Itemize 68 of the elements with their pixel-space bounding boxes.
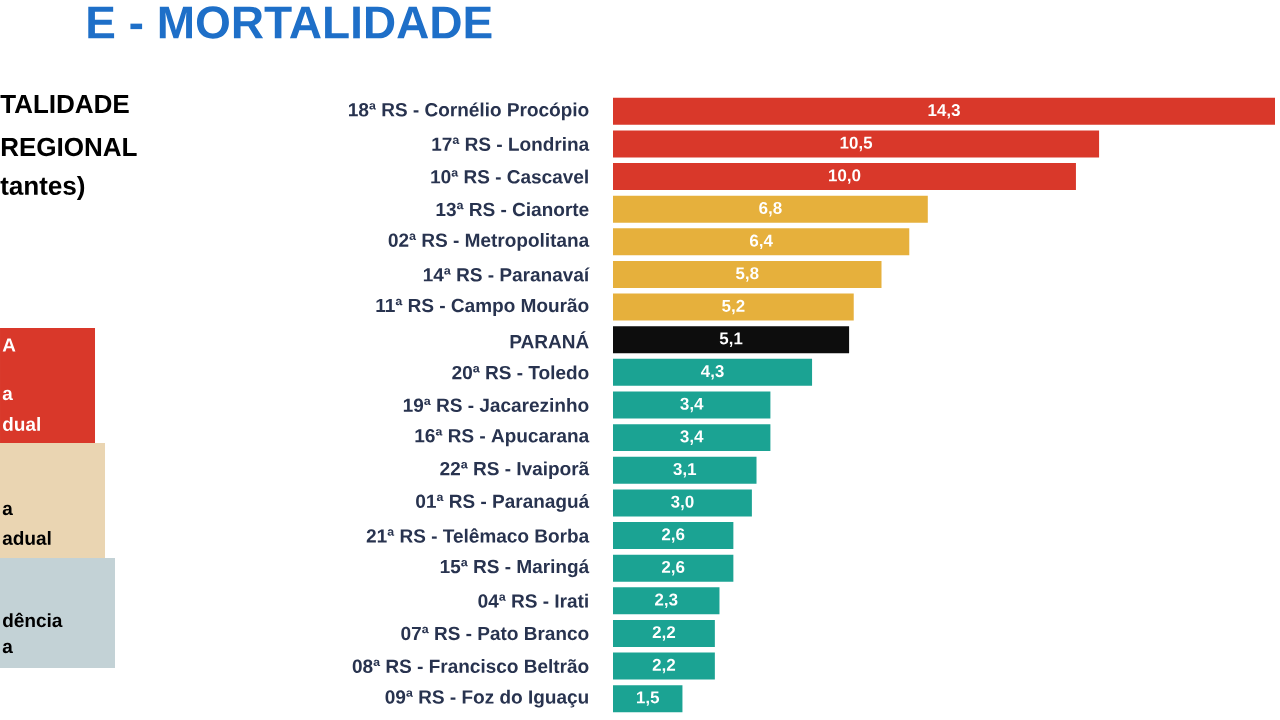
y-tick-label: 18ª RS - Cornélio Procópio (349, 102, 589, 121)
y-tick-label: 01ª RS - Paranaguá (416, 493, 590, 512)
bar (613, 228, 910, 256)
chart-title: E - MORTALIDADE (88, 6, 492, 39)
bar (613, 489, 752, 517)
y-tick-label: 15ª RS - Maringá (440, 559, 590, 578)
y-tick-label: 04ª RS - Irati (478, 593, 588, 608)
bar (613, 554, 734, 582)
text: dual (3, 417, 40, 431)
bar (613, 358, 813, 386)
y-tick-label: 17ª RS - Londrina (432, 136, 590, 151)
y-tick-label: 02ª RS - Metropolitana (388, 232, 590, 251)
data-label: 6,8 (759, 201, 782, 217)
data-label: 10,0 (828, 169, 861, 184)
data-label: 3,4 (680, 430, 704, 445)
data-label: 2,6 (661, 560, 685, 576)
data-label: 3,4 (680, 397, 704, 413)
y-tick-label: 20ª RS - Toledo (452, 365, 589, 380)
bar (613, 619, 715, 647)
data-label: 5,1 (719, 332, 743, 347)
y-tick-label: 07ª RS - Pato Branco (401, 626, 589, 641)
y-tick-label: 13ª RS - Cianorte (436, 202, 589, 217)
y-tick-label: 19ª RS - Jacarezinho (403, 398, 589, 412)
y-tick-label: 22ª RS - Ivaiporã (440, 461, 590, 480)
y-tick-label: PARANÁ (510, 331, 589, 349)
bar (613, 97, 1275, 125)
data-label: 2,6 (661, 528, 685, 543)
data-label: 5,2 (722, 299, 745, 315)
y-tick-label: 14ª RS - Paranavaí (423, 267, 590, 282)
bar (613, 326, 850, 354)
y-tick-label: 08ª RS - Francisco Beltrão (352, 659, 589, 674)
bar (613, 522, 734, 550)
bar (613, 587, 720, 615)
data-label: 3,0 (671, 495, 694, 511)
y-tick-label: 21ª RS - Telêmaco Borba (366, 528, 590, 543)
bar (613, 293, 854, 321)
text: adual (2, 531, 51, 545)
text: TALIDADE (0, 95, 129, 113)
data-label: 3,1 (673, 463, 697, 478)
text: a (2, 389, 13, 401)
data-label: 2,2 (652, 658, 676, 674)
bar (613, 685, 683, 713)
data-label: 4,3 (700, 365, 724, 380)
text: REGIONAL (1, 137, 137, 157)
data-label: 6,4 (749, 234, 773, 250)
data-label: 2,3 (655, 593, 678, 609)
data-label: 14,3 (928, 104, 960, 119)
text: a (2, 642, 13, 654)
text: dência (3, 612, 63, 628)
y-tick-label: 10ª RS - Cascavel (431, 169, 588, 184)
bar (613, 260, 882, 288)
bar (613, 130, 1100, 158)
data-label: 10,5 (840, 136, 873, 152)
bar (613, 652, 715, 680)
data-label: 1,5 (636, 691, 660, 706)
bar (613, 391, 771, 419)
bar (613, 163, 1076, 191)
bar (613, 456, 757, 484)
text: A (2, 338, 16, 352)
text: a (2, 504, 13, 516)
bar (613, 424, 771, 452)
y-tick-label: 09ª RS - Foz do Iguaçu (385, 689, 588, 708)
text: tantes) (0, 175, 85, 201)
y-tick-label: 11ª RS - Campo Mourão (376, 298, 589, 316)
y-tick-label: 16ª RS - Apucarana (415, 429, 590, 447)
bar (613, 195, 928, 223)
data-label: 5,8 (735, 267, 759, 282)
data-label: 2,2 (652, 626, 676, 641)
